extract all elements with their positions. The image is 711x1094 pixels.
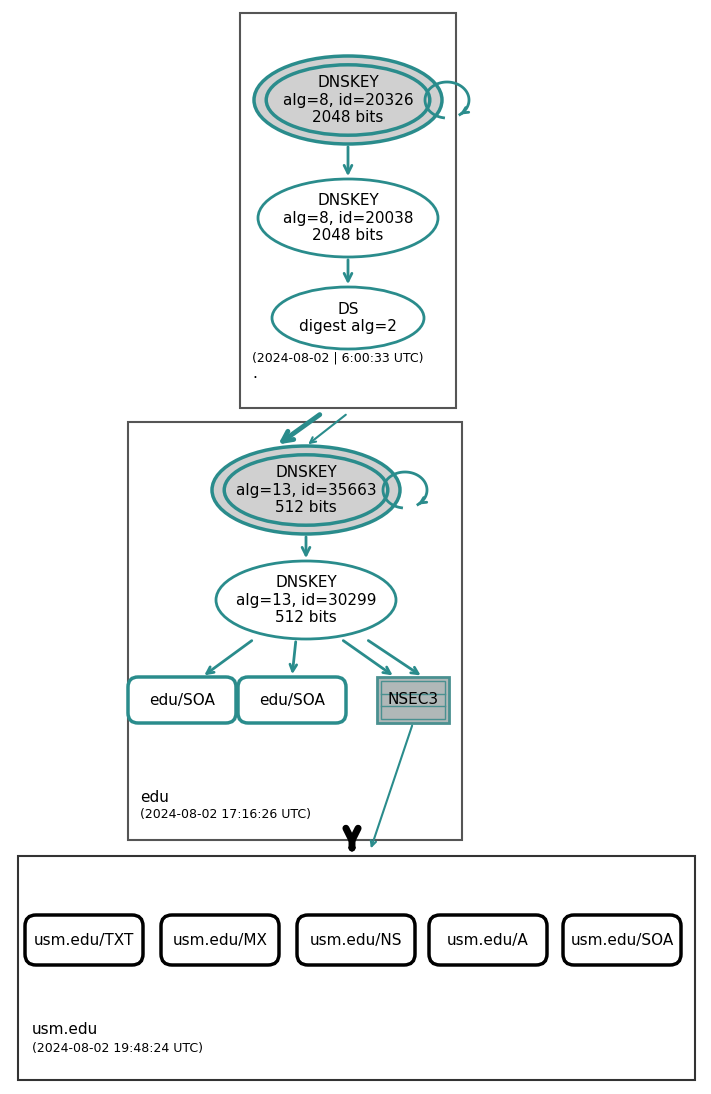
- Text: usm.edu/TXT: usm.edu/TXT: [34, 932, 134, 947]
- Text: usm.edu: usm.edu: [32, 1022, 98, 1037]
- Text: usm.edu/NS: usm.edu/NS: [310, 932, 402, 947]
- Text: usm.edu/A: usm.edu/A: [447, 932, 529, 947]
- Ellipse shape: [272, 287, 424, 349]
- Text: edu/SOA: edu/SOA: [259, 693, 325, 708]
- Text: DS
digest alg=2: DS digest alg=2: [299, 302, 397, 334]
- Ellipse shape: [212, 446, 400, 534]
- FancyBboxPatch shape: [563, 915, 681, 965]
- FancyBboxPatch shape: [128, 677, 236, 723]
- Ellipse shape: [216, 561, 396, 639]
- Bar: [240, 13, 456, 408]
- Bar: [128, 422, 462, 840]
- FancyBboxPatch shape: [297, 915, 415, 965]
- Text: DNSKEY
alg=8, id=20038
2048 bits: DNSKEY alg=8, id=20038 2048 bits: [283, 194, 413, 243]
- Text: usm.edu/SOA: usm.edu/SOA: [570, 932, 673, 947]
- Bar: [381, 680, 445, 719]
- Text: DNSKEY
alg=13, id=35663
512 bits: DNSKEY alg=13, id=35663 512 bits: [235, 465, 376, 515]
- Text: DNSKEY
alg=13, id=30299
512 bits: DNSKEY alg=13, id=30299 512 bits: [236, 575, 376, 625]
- Text: .: .: [252, 366, 257, 381]
- FancyBboxPatch shape: [25, 915, 143, 965]
- Bar: [18, 856, 695, 1080]
- FancyBboxPatch shape: [429, 915, 547, 965]
- Text: DNSKEY
alg=8, id=20326
2048 bits: DNSKEY alg=8, id=20326 2048 bits: [283, 75, 413, 125]
- Ellipse shape: [254, 56, 442, 144]
- Text: (2024-08-02 | 6:00:33 UTC): (2024-08-02 | 6:00:33 UTC): [252, 352, 424, 365]
- FancyBboxPatch shape: [238, 677, 346, 723]
- Bar: [377, 677, 449, 723]
- Text: usm.edu/MX: usm.edu/MX: [173, 932, 267, 947]
- Text: (2024-08-02 19:48:24 UTC): (2024-08-02 19:48:24 UTC): [32, 1041, 203, 1055]
- Text: edu/SOA: edu/SOA: [149, 693, 215, 708]
- Text: (2024-08-02 17:16:26 UTC): (2024-08-02 17:16:26 UTC): [140, 808, 311, 820]
- Text: NSEC3: NSEC3: [387, 693, 439, 708]
- Ellipse shape: [258, 179, 438, 257]
- FancyBboxPatch shape: [161, 915, 279, 965]
- Text: edu: edu: [140, 790, 169, 805]
